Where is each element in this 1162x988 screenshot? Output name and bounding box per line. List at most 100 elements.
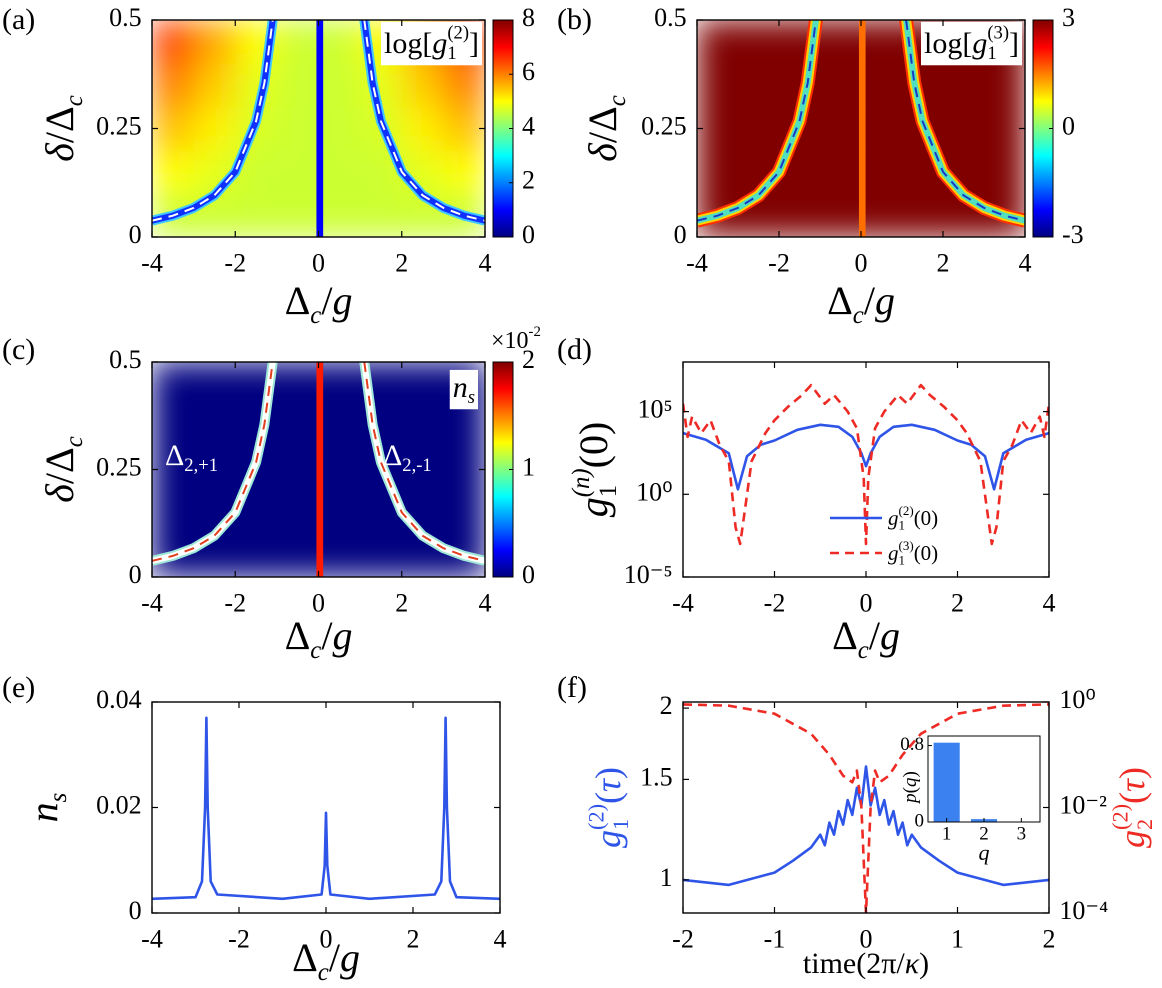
heatmap-cell xyxy=(316,534,324,577)
y2-tick-label: 10⁻⁴ xyxy=(1059,896,1108,925)
annotation-text: log[g1(2)] xyxy=(384,23,479,64)
label-part: n xyxy=(21,802,66,822)
x-tick-label: -2 xyxy=(764,589,786,618)
label-part: /Δ xyxy=(37,106,82,143)
label-part: n xyxy=(453,371,468,404)
x-tick-label: -4 xyxy=(141,925,163,954)
heatmap-cell xyxy=(276,106,317,151)
annotation-box xyxy=(920,21,1022,66)
x-tick-label: 0 xyxy=(312,589,325,618)
annotation-text: Δ2,-1 xyxy=(383,439,432,476)
heatmap-cell xyxy=(401,405,444,449)
resonance-curve-dash xyxy=(363,20,485,222)
heatmap-cell xyxy=(322,491,361,535)
label-part: c xyxy=(310,637,321,664)
x-tick-label: -2 xyxy=(224,249,246,278)
panel-label: (e) xyxy=(2,671,35,704)
heatmap-cell xyxy=(316,63,324,108)
heatmap-cell xyxy=(322,20,361,64)
heatmap-cell xyxy=(276,405,317,449)
heatmap-cell xyxy=(193,63,236,108)
inset-x-tick-label: 2 xyxy=(979,823,989,844)
heatmap-cell xyxy=(152,405,195,449)
label-part: c xyxy=(310,302,321,329)
series-line xyxy=(683,765,1049,887)
heatmap-cell xyxy=(316,362,324,406)
colorbar-tick-label: 6 xyxy=(522,57,535,86)
colorbar-tick-label: -3 xyxy=(1062,220,1084,249)
label-part: Δ xyxy=(832,613,858,658)
label-part: 1 xyxy=(899,552,906,567)
heatmap-cell xyxy=(443,491,485,535)
x-tick-label: 2 xyxy=(407,925,420,954)
label-part: ) xyxy=(1112,767,1152,779)
heatmap-cell xyxy=(316,491,324,535)
heatmap-cell xyxy=(235,193,278,237)
heatmap-sharp xyxy=(316,20,324,237)
heatmap-cell xyxy=(443,63,485,108)
series-line xyxy=(683,703,1049,913)
heatmap-cell xyxy=(902,193,944,237)
label-part: 2 xyxy=(1132,819,1157,830)
heatmap-cell xyxy=(276,63,317,108)
label-part: c xyxy=(61,436,88,447)
label-part: c xyxy=(604,95,631,106)
heatmap-cell xyxy=(322,534,361,577)
label-part: g xyxy=(340,935,360,980)
inset-bar xyxy=(933,742,960,822)
heatmap-cell xyxy=(401,63,444,108)
heatmap-cell xyxy=(152,491,195,535)
series-layer xyxy=(152,716,500,901)
x-tick-label: -1 xyxy=(764,925,786,954)
heatmap-cell xyxy=(858,193,866,237)
x-tick-label: 0 xyxy=(320,925,333,954)
series-layer xyxy=(683,383,1049,546)
x-tick-label: 0 xyxy=(855,249,868,278)
inset-y-label: p(q) xyxy=(900,771,921,805)
label-part: g xyxy=(588,830,628,848)
resonance-curve-dash xyxy=(697,20,817,222)
label-part: 2,+1 xyxy=(184,455,218,476)
label-part: time(2π/ xyxy=(803,947,905,980)
x-tick-label: 2 xyxy=(395,249,408,278)
heatmap-cell xyxy=(316,405,324,449)
heatmap-cell xyxy=(276,448,317,492)
label-part: ) xyxy=(900,771,921,777)
y-tick-label: 1 xyxy=(660,863,673,892)
heatmap-cell xyxy=(865,150,903,195)
colorbar-tick-label: 2 xyxy=(522,166,535,195)
heatmap-cell xyxy=(738,106,780,151)
label-part: (3) xyxy=(987,23,1009,44)
label-part: (0) xyxy=(571,422,616,469)
colorbar-tick-label: 4 xyxy=(522,111,535,140)
label-part: c xyxy=(61,95,88,106)
heatmap-cell xyxy=(276,20,317,64)
heatmap-cell xyxy=(738,20,780,64)
x-tick-label: 2 xyxy=(395,589,408,618)
inset-x-tick-label: 3 xyxy=(1017,823,1027,844)
heatmap-cell xyxy=(984,63,1025,108)
heatmap-cell xyxy=(984,106,1025,151)
heatmap-cell xyxy=(276,150,317,195)
x-axis-label: Δc/g xyxy=(832,613,900,664)
heatmap-cell xyxy=(152,63,195,108)
heatmap-cell xyxy=(152,448,195,492)
annotation: log[g1(2)] xyxy=(380,21,482,66)
label-part: δ xyxy=(37,483,82,503)
x-tick-label: -2 xyxy=(224,589,246,618)
annotation-text: ns xyxy=(453,371,475,408)
heatmap-cell xyxy=(738,63,780,108)
x-tick-label: 0 xyxy=(860,589,873,618)
label-part: c xyxy=(858,637,869,664)
heatmap-cell xyxy=(276,491,317,535)
label-part: ×10 xyxy=(491,328,529,354)
label-part: 1 xyxy=(899,517,906,532)
heatmap-cell xyxy=(316,20,324,64)
heatmap-cell xyxy=(858,20,866,64)
label-part: δ xyxy=(580,142,625,162)
label-part: (2) xyxy=(899,503,914,518)
annotation-text: Δ2,+1 xyxy=(165,439,218,476)
label-part: log[ xyxy=(384,27,432,60)
annotation: ns xyxy=(449,369,478,410)
